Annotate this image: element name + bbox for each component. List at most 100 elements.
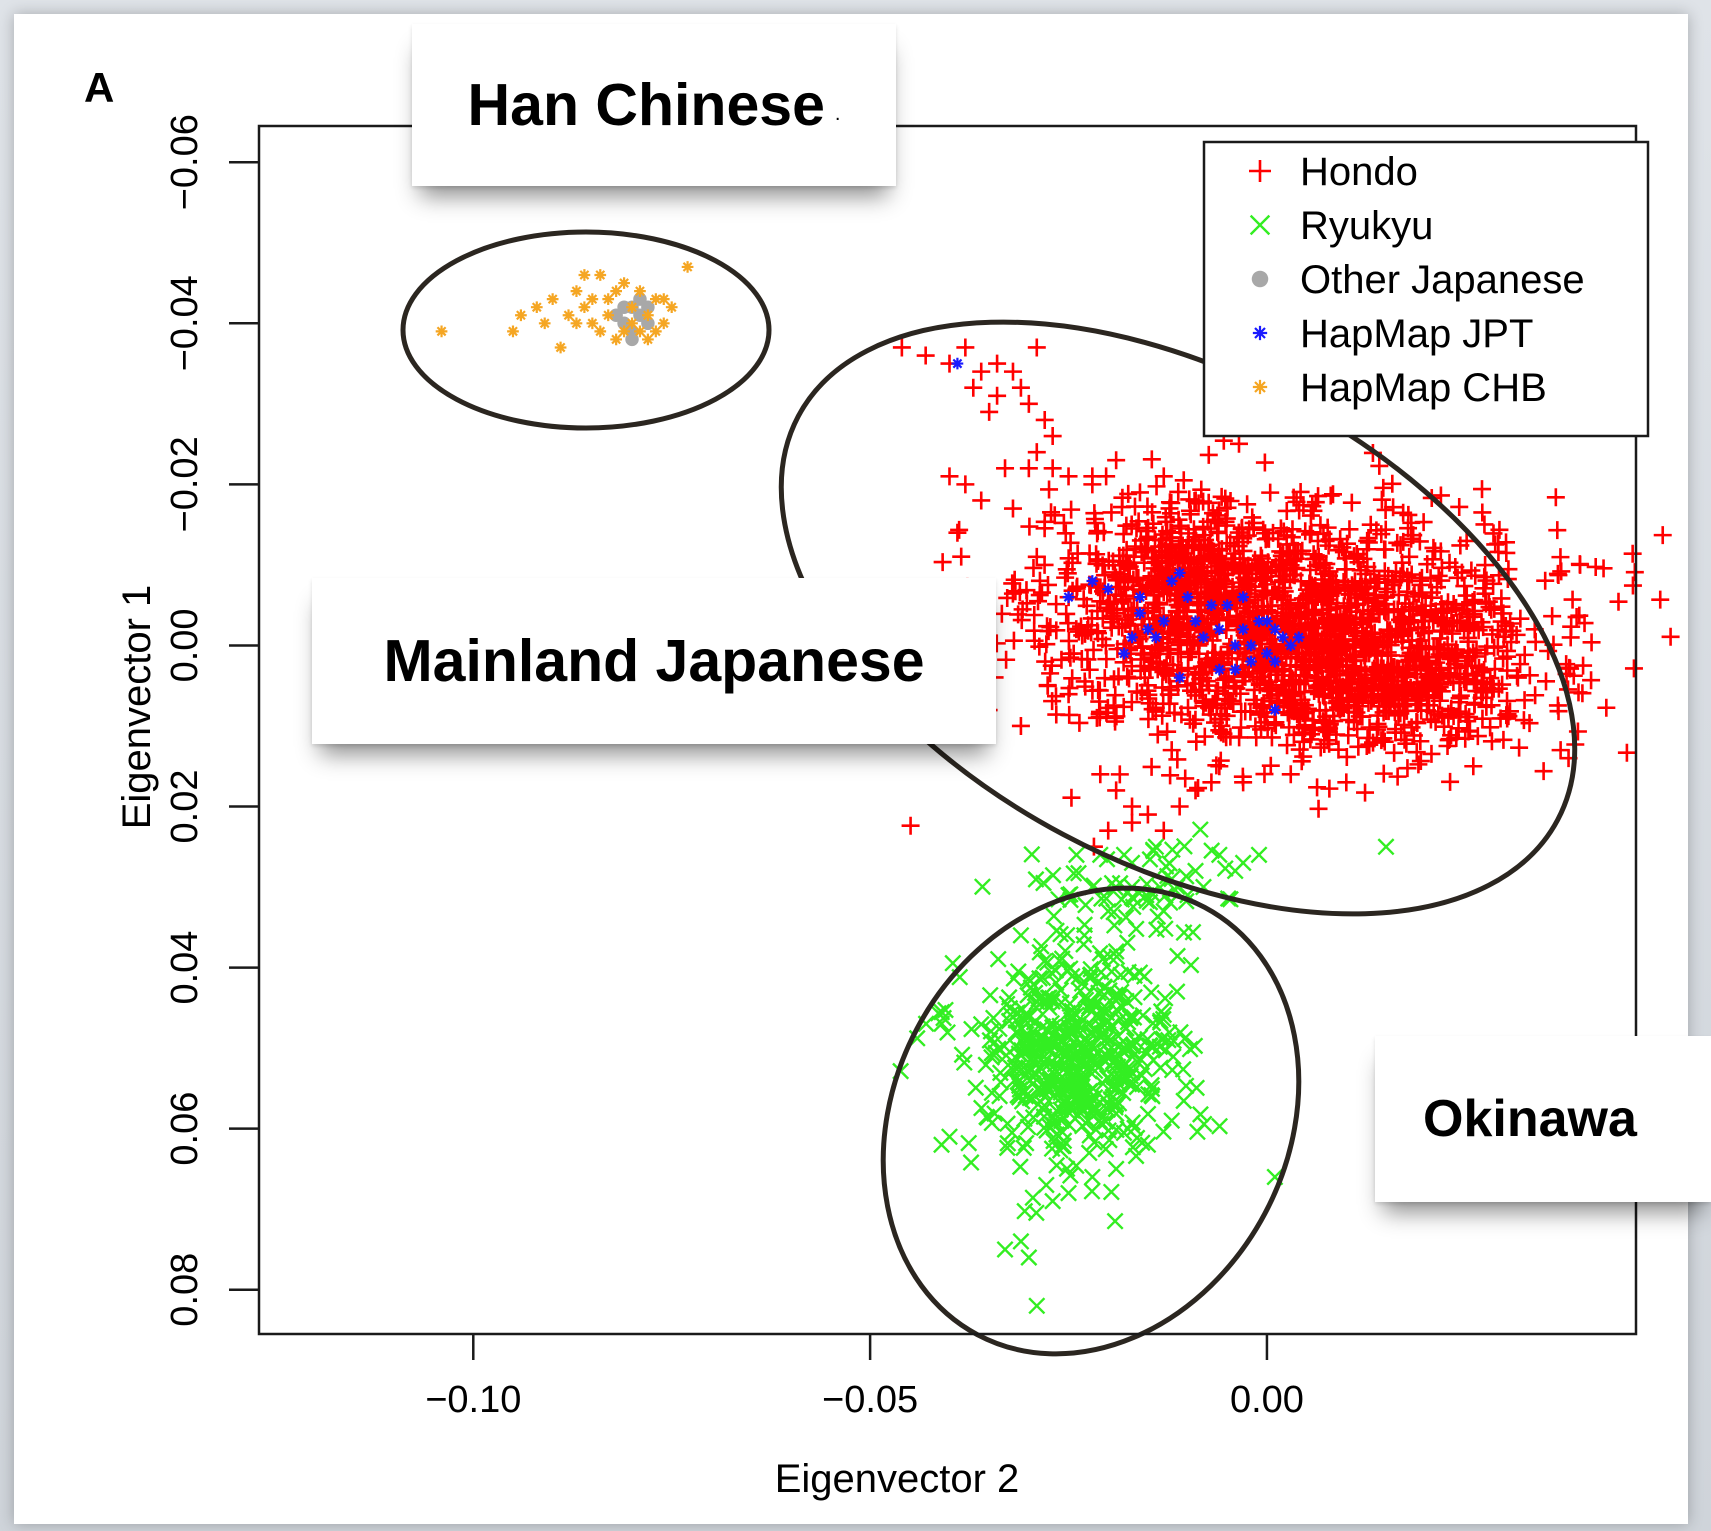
data-point-hondo <box>1331 530 1350 549</box>
data-point-hondo <box>1453 600 1472 619</box>
legend-label-ryukyu: Ryukyu <box>1300 204 1433 248</box>
data-point-hondo <box>1317 554 1336 573</box>
data-point-hondo <box>1076 677 1095 696</box>
data-point-hondo <box>1449 702 1468 721</box>
data-point-hondo <box>1549 566 1568 585</box>
data-point-hondo <box>1038 676 1057 695</box>
data-point-hondo <box>1202 773 1221 792</box>
data-point-hondo <box>1236 702 1255 721</box>
data-point-ryukyu <box>1120 963 1138 981</box>
data-point-hondo <box>1491 709 1510 728</box>
data-point-hondo <box>997 650 1016 669</box>
y-tick-label: 0.04 <box>164 931 206 1005</box>
data-point-hondo <box>1398 582 1417 601</box>
data-point-ryukyu <box>1035 1108 1053 1126</box>
data-point-hondo <box>1278 590 1297 609</box>
data-point-hondo <box>1338 691 1357 710</box>
data-point-hondo <box>1139 710 1158 729</box>
data-point-hondo <box>1062 788 1081 807</box>
data-point-hondo <box>1024 558 1043 577</box>
data-point-hondo <box>1230 434 1248 453</box>
data-point-hondo <box>1191 663 1210 682</box>
data-point-hondo <box>1306 493 1325 512</box>
legend-box <box>1202 140 1650 438</box>
data-point-hapmap-jpt <box>1237 623 1249 636</box>
data-point-hondo <box>1260 689 1279 708</box>
data-point-ryukyu <box>1055 1137 1073 1155</box>
data-point-hondo <box>1167 580 1186 599</box>
data-point-hondo <box>1433 706 1452 725</box>
data-point-ryukyu <box>1112 983 1130 1001</box>
data-point-hondo <box>1274 579 1293 598</box>
data-point-hondo <box>1042 503 1061 522</box>
data-point-ryukyu <box>1070 968 1088 986</box>
data-point-ryukyu <box>939 1023 957 1041</box>
data-point-ryukyu <box>1071 1083 1089 1101</box>
data-point-hondo <box>1148 725 1167 744</box>
x-tick-label: −0.10 <box>425 1379 521 1421</box>
data-point-hondo <box>1144 652 1163 671</box>
data-point-hondo <box>1342 597 1361 616</box>
data-point-hondo <box>1199 445 1218 464</box>
data-point-ryukyu <box>1159 1031 1177 1049</box>
data-point-hondo <box>1216 684 1235 703</box>
data-point-hondo <box>1212 540 1231 559</box>
data-point-hondo <box>1501 614 1520 633</box>
data-point-hondo <box>1510 738 1529 757</box>
data-point-ryukyu <box>1211 1117 1229 1135</box>
data-point-hondo <box>1255 765 1274 784</box>
data-point-ryukyu <box>1083 1182 1101 1200</box>
data-point-hondo <box>1020 517 1039 536</box>
data-point-ryukyu <box>1095 1090 1113 1108</box>
data-point-hondo <box>1379 702 1398 721</box>
data-point-ryukyu <box>1121 1008 1139 1026</box>
data-point-hapmap-chb <box>507 325 519 338</box>
data-point-hondo <box>1122 515 1141 534</box>
data-point-ryukyu <box>1058 926 1076 944</box>
data-point-hondo <box>988 386 1007 405</box>
data-point-ryukyu <box>1097 1140 1115 1158</box>
data-point-hondo <box>1123 813 1142 832</box>
data-point-hondo <box>1252 720 1271 739</box>
data-point-hondo <box>1296 719 1315 738</box>
data-point-hapmap-jpt <box>1181 591 1194 603</box>
data-point-hapmap-jpt <box>1229 663 1242 676</box>
data-point-hondo <box>1169 482 1188 501</box>
data-point-hondo <box>1425 688 1444 707</box>
data-point-hondo <box>1154 821 1173 840</box>
data-point-hondo <box>1609 592 1628 611</box>
data-point-hapmap-jpt <box>1062 591 1075 603</box>
data-point-hondo <box>1235 644 1254 663</box>
data-point-hondo <box>1352 673 1371 692</box>
data-point-ryukyu <box>1169 947 1186 965</box>
data-point-hondo <box>1436 616 1455 635</box>
data-point-hondo <box>1095 669 1114 688</box>
data-point-hondo <box>1115 579 1134 598</box>
data-point-hondo <box>1349 553 1368 572</box>
data-point-ryukyu <box>1147 921 1165 939</box>
data-point-ryukyu <box>1059 1049 1077 1067</box>
data-point-hondo <box>1170 539 1188 558</box>
data-point-hondo <box>1473 709 1492 728</box>
data-point-ryukyu <box>1045 1111 1063 1129</box>
data-point-hondo <box>1582 671 1601 690</box>
data-point-ryukyu <box>1188 1079 1206 1097</box>
data-point-hondo <box>1059 631 1078 650</box>
data-point-ryukyu <box>1035 874 1053 892</box>
data-point-hondo <box>1286 549 1305 568</box>
data-point-hondo <box>988 354 1007 373</box>
data-point-hondo <box>1277 649 1296 668</box>
data-point-ryukyu <box>1069 864 1087 882</box>
data-point-hondo <box>1262 728 1281 747</box>
data-point-ryukyu <box>1099 902 1117 920</box>
data-point-hondo <box>1320 595 1339 614</box>
data-point-hondo <box>1358 531 1377 550</box>
data-point-hondo <box>1186 710 1205 729</box>
data-point-hondo <box>1388 767 1407 786</box>
data-point-ryukyu <box>1012 926 1030 944</box>
data-point-hondo <box>1309 799 1328 818</box>
data-point-ryukyu <box>1006 1059 1024 1077</box>
data-point-hondo <box>1197 672 1216 691</box>
data-point-ryukyu <box>983 1044 1001 1062</box>
data-point-hondo <box>1111 565 1130 584</box>
